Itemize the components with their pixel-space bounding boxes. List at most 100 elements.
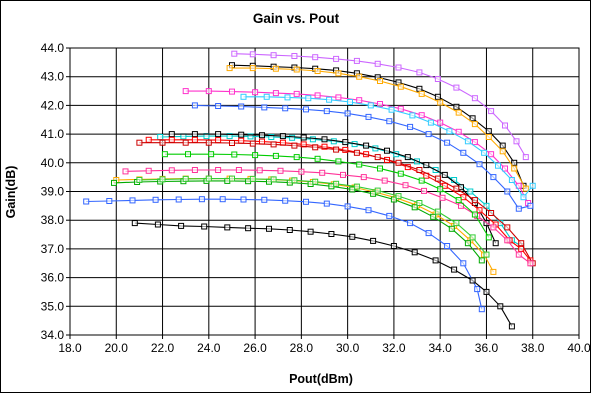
data-point — [483, 288, 490, 295]
data-point — [353, 183, 360, 190]
data-point — [460, 260, 467, 267]
data-point — [342, 146, 349, 153]
data-point — [515, 251, 522, 258]
data-point — [182, 175, 189, 182]
data-point — [284, 94, 291, 101]
series-15 — [136, 175, 490, 258]
data-point — [365, 207, 372, 214]
data-point — [504, 237, 511, 244]
data-point — [136, 139, 143, 146]
data-point — [397, 105, 404, 112]
data-point — [335, 158, 342, 165]
data-point — [201, 223, 208, 230]
data-point — [464, 138, 471, 145]
data-point — [215, 167, 222, 173]
data-point — [377, 165, 383, 172]
data-point — [515, 205, 522, 212]
data-point — [314, 68, 321, 74]
data-point — [432, 257, 439, 264]
data-point — [154, 221, 161, 228]
data-point — [300, 134, 307, 141]
data-point — [261, 104, 268, 111]
y-tick-label: 43.0 — [41, 70, 65, 84]
data-point — [333, 55, 340, 62]
data-point — [328, 231, 335, 237]
series-line — [194, 104, 531, 210]
data-point — [469, 277, 476, 284]
data-point — [411, 204, 418, 211]
data-point — [502, 165, 508, 172]
x-tick-label: 32.0 — [382, 341, 406, 355]
data-point — [256, 167, 263, 174]
data-point — [488, 151, 495, 158]
data-point — [249, 140, 256, 147]
data-point — [272, 152, 279, 159]
data-point — [312, 144, 319, 151]
data-point — [293, 66, 300, 73]
data-point — [397, 83, 404, 90]
data-point — [427, 119, 434, 126]
data-point — [215, 137, 222, 144]
series-1 — [231, 50, 529, 161]
data-point — [416, 69, 423, 76]
y-tick-label: 34.0 — [41, 328, 65, 342]
data-point — [291, 177, 298, 184]
data-point — [191, 167, 198, 173]
data-point — [289, 134, 296, 141]
data-point — [182, 139, 189, 146]
series-16 — [83, 196, 485, 313]
data-point — [421, 187, 427, 194]
data-point — [374, 154, 381, 161]
data-point — [527, 260, 534, 267]
data-point — [307, 228, 314, 235]
data-point — [314, 92, 321, 99]
data-point — [437, 186, 444, 193]
data-point — [425, 131, 432, 138]
data-point — [229, 140, 235, 146]
data-point — [495, 162, 501, 169]
data-point — [360, 174, 367, 181]
data-point — [370, 237, 377, 244]
x-tick-label: 22.0 — [151, 341, 175, 355]
y-tick-label: 35.0 — [41, 299, 65, 313]
data-point — [349, 233, 356, 240]
data-point — [460, 149, 467, 156]
y-tick-label: 38.0 — [41, 213, 65, 227]
series-17 — [131, 220, 515, 330]
x-tick-label: 24.0 — [197, 341, 221, 355]
data-point — [434, 76, 441, 82]
data-point — [425, 230, 432, 237]
data-point — [370, 190, 377, 197]
data-point — [453, 185, 460, 192]
data-point — [508, 177, 515, 183]
data-point — [367, 102, 374, 109]
x-tick-label: 38.0 — [521, 341, 545, 355]
data-point — [395, 193, 402, 200]
data-point — [423, 162, 430, 169]
data-point — [499, 142, 506, 149]
data-point — [483, 251, 490, 258]
data-point — [455, 197, 462, 204]
series-12 — [161, 151, 492, 241]
data-point — [453, 220, 460, 227]
data-point — [451, 266, 458, 273]
data-point — [314, 155, 321, 162]
data-point — [377, 101, 383, 107]
data-point — [321, 136, 328, 143]
data-point — [441, 182, 448, 189]
data-point — [259, 132, 265, 139]
data-point — [390, 196, 397, 203]
data-point — [231, 50, 238, 57]
data-point — [312, 178, 319, 185]
data-point — [159, 139, 166, 146]
data-point — [335, 70, 342, 77]
data-point — [293, 154, 300, 161]
data-point — [502, 122, 508, 129]
data-point — [270, 176, 277, 183]
axis-ticks: 18.0 20.0 22.0 24.0 26.0 28.0 30.0 32.0 34.0 36.0… — [41, 41, 590, 355]
data-point — [249, 65, 256, 72]
data-point — [388, 106, 395, 113]
data-point — [272, 90, 279, 97]
data-point — [145, 167, 152, 174]
data-point — [469, 234, 476, 241]
